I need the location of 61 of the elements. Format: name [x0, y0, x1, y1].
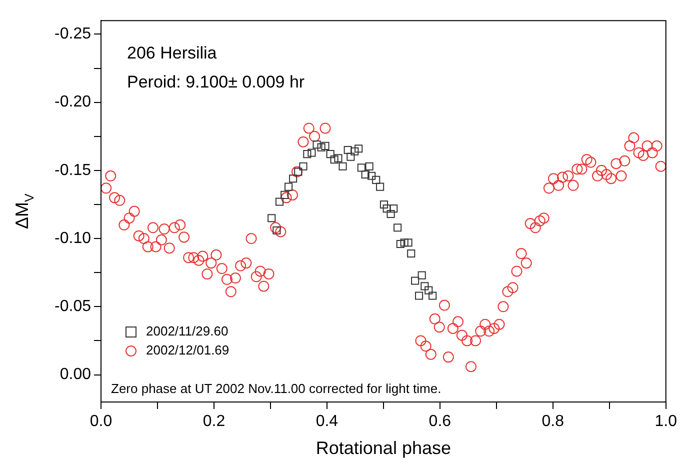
point [428, 292, 437, 300]
point [312, 140, 321, 149]
y-tick-label: -0.05 [54, 298, 92, 316]
point [275, 198, 284, 206]
point [420, 282, 429, 290]
x-tick-label: 0.6 [428, 413, 452, 430]
point [338, 162, 347, 170]
point [382, 204, 391, 213]
point [418, 271, 426, 280]
point [372, 176, 380, 184]
point [424, 286, 433, 294]
point [294, 168, 302, 176]
point [407, 249, 416, 258]
point [368, 172, 376, 180]
point [330, 156, 338, 164]
point [357, 164, 366, 172]
x-tick-label: 1.0 [654, 413, 678, 430]
x-tick-label: 0.0 [90, 413, 112, 430]
point [289, 174, 298, 183]
point [344, 146, 352, 154]
point [376, 182, 384, 191]
y-tick-label: -0.10 [54, 230, 92, 247]
x-tick-label: 0.2 [202, 413, 226, 430]
point [346, 152, 355, 161]
point [268, 214, 276, 222]
point [354, 144, 363, 153]
point [321, 142, 330, 150]
point [284, 182, 293, 191]
point [414, 292, 424, 300]
point [380, 200, 388, 209]
point [396, 240, 404, 248]
point [326, 150, 334, 158]
y-axis-title: ΔMV [12, 192, 36, 230]
point [334, 154, 342, 162]
y-tick-label: -0.20 [54, 94, 92, 111]
point [350, 147, 359, 156]
x-tick-label: 0.8 [542, 413, 564, 430]
y-tick-label: 0.00 [60, 366, 92, 384]
point [411, 276, 420, 285]
legend-label: 2002/11/29.60 [146, 324, 228, 339]
point [365, 162, 374, 170]
point [404, 238, 412, 247]
point [394, 224, 402, 232]
x-axis-title: Rotational phase [316, 438, 451, 458]
point [299, 162, 308, 170]
point [317, 143, 326, 152]
point [386, 210, 395, 218]
point [280, 190, 289, 199]
point [308, 148, 316, 157]
legend-label: 2002/12/01.69 [146, 342, 230, 358]
x-tick-label: 0.4 [316, 413, 338, 430]
y-tick-label: -0.25 [54, 26, 92, 43]
point [390, 204, 398, 213]
annotation: Zero phase at UT 2002 Nov.11.00 corrected for light time. [111, 381, 442, 396]
point [303, 150, 312, 158]
y-tick-label: -0.15 [54, 162, 92, 179]
annotation: Peroid: 9.100± 0.009 hr [127, 72, 305, 92]
point [272, 226, 281, 234]
annotation: 206 Hersilia [127, 44, 218, 63]
point [361, 170, 370, 179]
point [400, 238, 408, 247]
